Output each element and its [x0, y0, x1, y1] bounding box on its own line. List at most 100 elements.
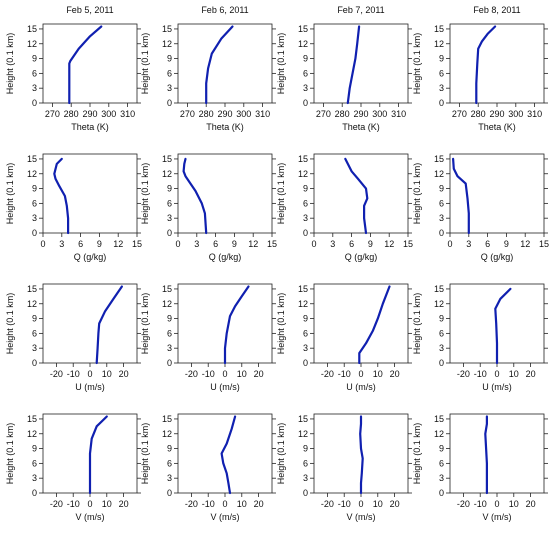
profile-line	[88, 415, 108, 495]
y-tick-label: 12	[298, 169, 308, 179]
x-tick-label: 270	[316, 109, 331, 119]
x-tick-label: -10	[474, 499, 487, 509]
y-tick-label: 15	[434, 154, 444, 164]
x-tick-label: 15	[539, 239, 549, 249]
y-tick-label: 6	[167, 458, 172, 468]
profile-line	[344, 157, 369, 235]
y-tick-label: 3	[439, 473, 444, 483]
y-tick-label: 9	[32, 314, 37, 324]
x-tick-label: 0	[494, 369, 499, 379]
y-tick-label: 9	[439, 314, 444, 324]
x-tick-label: 280	[335, 109, 350, 119]
y-tick-label: 0	[303, 98, 308, 108]
panel-theta-4: 0 3 6 9 12 15 Height (0.1 km) 270 280 290 300 310 Th…	[412, 23, 548, 132]
profile-line	[359, 415, 364, 495]
panel-v-2: 0 3 6 9 12 15 Height (0.1 km) -20 -10 0 10 20 V (m/s…	[140, 413, 276, 522]
x-tick-label: 0	[311, 239, 316, 249]
x-tick-label: -20	[185, 499, 198, 509]
x-axis-label: Q (g/kg)	[74, 252, 107, 262]
y-tick-label: 3	[167, 343, 172, 353]
x-tick-label: 10	[373, 369, 383, 379]
x-axis-label: U (m/s)	[75, 382, 105, 392]
y-tick-label: 15	[27, 414, 37, 424]
y-tick-label: 12	[298, 39, 308, 49]
x-axis-label: Q (g/kg)	[481, 252, 514, 262]
y-tick-label: 15	[162, 284, 172, 294]
y-tick-label: 12	[27, 39, 37, 49]
y-tick-label: 6	[303, 198, 308, 208]
y-tick-label: 6	[32, 458, 37, 468]
y-axis-label: Height (0.1 km)	[140, 293, 150, 355]
column-title: Feb 8, 2011	[473, 5, 520, 15]
x-tick-label: 20	[390, 499, 400, 509]
x-tick-label: -20	[321, 499, 334, 509]
x-tick-label: 9	[97, 239, 102, 249]
plot-frame	[449, 23, 545, 104]
panel-q-1: 0 3 6 9 12 15 Height (0.1 km) 0 3 6 9 12 15 Q (g/kg)	[5, 153, 142, 262]
profile-line	[220, 415, 237, 495]
x-tick-label: 10	[102, 499, 112, 509]
plot-frame	[449, 153, 545, 234]
y-tick-label: 3	[167, 83, 172, 93]
x-tick-label: 290	[82, 109, 97, 119]
x-tick-label: 6	[349, 239, 354, 249]
y-tick-label: 0	[439, 358, 444, 368]
y-tick-label: 15	[298, 414, 308, 424]
x-tick-label: 270	[180, 109, 195, 119]
x-tick-label: -20	[457, 499, 470, 509]
y-tick-label: 6	[439, 68, 444, 78]
y-tick-label: 3	[303, 213, 308, 223]
y-tick-label: 0	[439, 488, 444, 498]
x-tick-label: 3	[59, 239, 64, 249]
x-axis-label: U (m/s)	[210, 382, 240, 392]
y-axis-label: Height (0.1 km)	[412, 423, 422, 485]
y-tick-label: 9	[303, 54, 308, 64]
x-tick-label: 310	[391, 109, 406, 119]
x-tick-label: 10	[237, 369, 247, 379]
x-tick-label: 15	[267, 239, 277, 249]
y-tick-label: 6	[439, 198, 444, 208]
y-tick-label: 15	[27, 154, 37, 164]
panel-q-4: 0 3 6 9 12 15 Height (0.1 km) 0 3 6 9 12 15 Q (g/kg)	[412, 153, 549, 262]
y-tick-label: 3	[32, 213, 37, 223]
y-tick-label: 6	[32, 198, 37, 208]
y-tick-label: 9	[303, 314, 308, 324]
x-axis-label: U (m/s)	[482, 382, 512, 392]
y-axis-label: Height (0.1 km)	[140, 423, 150, 485]
y-tick-label: 15	[162, 24, 172, 34]
x-tick-label: 300	[101, 109, 116, 119]
y-tick-label: 15	[434, 414, 444, 424]
x-tick-label: 310	[120, 109, 135, 119]
y-tick-label: 9	[167, 314, 172, 324]
x-tick-label: 0	[358, 499, 363, 509]
profile-line	[68, 25, 103, 105]
y-tick-label: 15	[434, 284, 444, 294]
panel-theta-1: 0 3 6 9 12 15 Height (0.1 km) 270 280 290 300 310 Th…	[5, 23, 141, 132]
y-tick-label: 3	[32, 343, 37, 353]
x-tick-label: 310	[527, 109, 542, 119]
column-title: Feb 7, 2011	[337, 5, 384, 15]
x-tick-label: 310	[255, 109, 270, 119]
y-tick-label: 12	[162, 39, 172, 49]
x-tick-label: 290	[217, 109, 232, 119]
panel-v-1: 0 3 6 9 12 15 Height (0.1 km) -20 -10 0 10 20 V (m/s…	[5, 413, 141, 522]
y-tick-label: 9	[167, 54, 172, 64]
x-tick-label: 3	[330, 239, 335, 249]
y-tick-label: 15	[27, 284, 37, 294]
y-tick-label: 6	[303, 458, 308, 468]
profile-line	[95, 285, 123, 365]
panel-u-3: 0 3 6 9 12 15 Height (0.1 km) -20 -10 0 10 20 U (m/s…	[276, 283, 412, 392]
x-tick-label: -10	[202, 499, 215, 509]
y-tick-label: 9	[167, 184, 172, 194]
y-tick-label: 0	[167, 228, 172, 238]
x-tick-label: 15	[132, 239, 142, 249]
profile-line	[346, 25, 361, 105]
x-tick-label: 280	[64, 109, 79, 119]
panel-u-1: 0 3 6 9 12 15 Height (0.1 km) -20 -10 0 10 20 U (m/s…	[5, 283, 141, 392]
x-tick-label: 6	[485, 239, 490, 249]
y-axis-label: Height (0.1 km)	[412, 33, 422, 95]
x-tick-label: -10	[202, 369, 215, 379]
x-tick-label: 0	[87, 499, 92, 509]
y-tick-label: 0	[167, 358, 172, 368]
x-tick-label: 15	[403, 239, 413, 249]
